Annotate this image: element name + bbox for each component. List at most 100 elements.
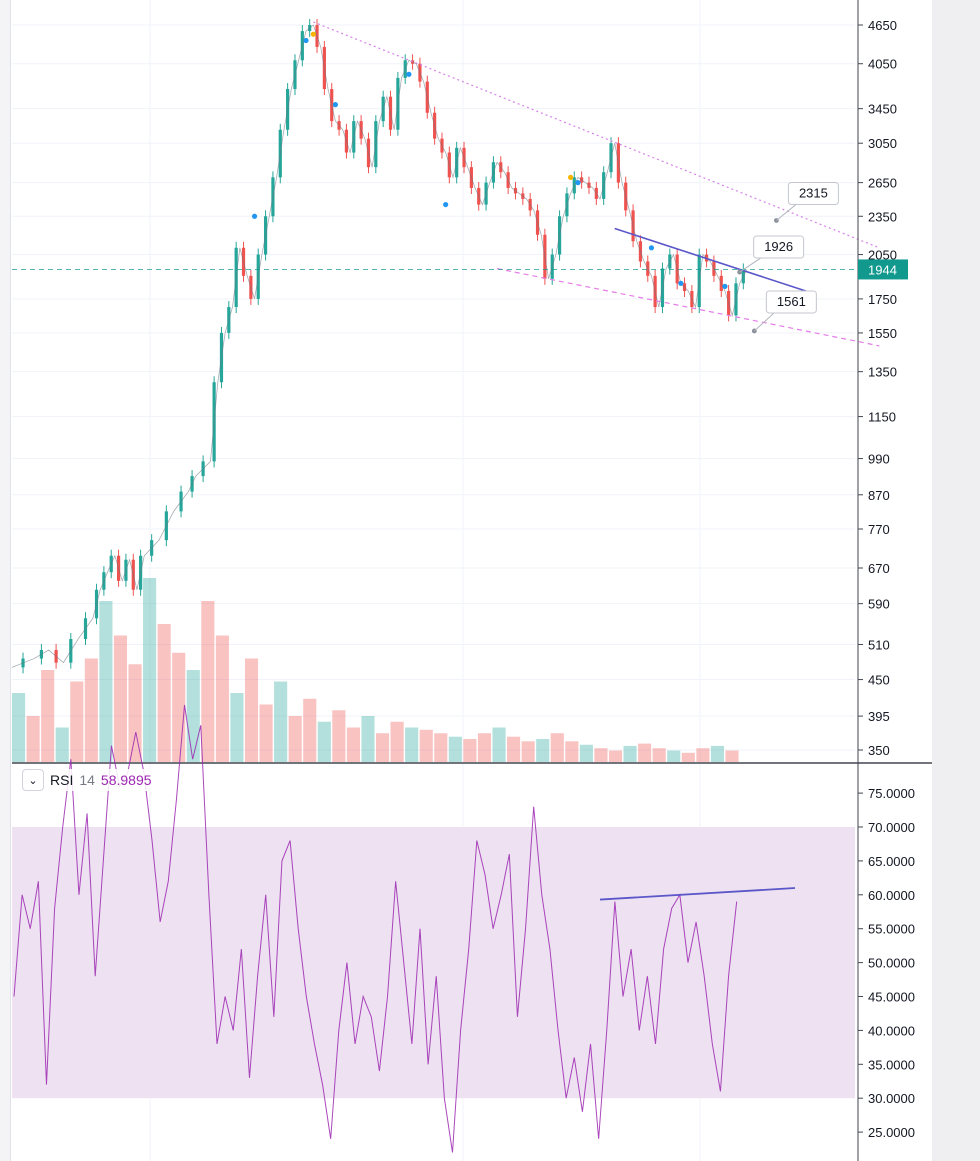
volume-bar [579, 744, 593, 762]
volume-bar [390, 721, 404, 762]
price-tick-label: 450 [868, 673, 890, 688]
volume-bar [201, 601, 215, 762]
rsi-tick-label: 60.0000 [868, 888, 915, 903]
volume-bar [434, 733, 448, 762]
price-tick-label: 1150 [868, 410, 896, 425]
price-tick-label: 2050 [868, 248, 897, 263]
price-line [11, 24, 748, 668]
price-tick-label: 4050 [868, 57, 897, 72]
volume-bar [448, 736, 462, 762]
volume-bar [623, 745, 637, 762]
signal-marker [648, 245, 655, 251]
volume-bar [565, 741, 579, 762]
price-tick-label: 870 [868, 488, 890, 503]
signal-marker [575, 180, 581, 186]
callout-leader [739, 255, 764, 273]
volume-bar [608, 750, 623, 762]
signal-marker [722, 283, 728, 289]
left-edge [0, 0, 11, 1161]
volume-bar [41, 670, 55, 762]
volume-bar [725, 750, 739, 762]
chevron-down-icon[interactable]: ⌄ [22, 769, 44, 791]
rsi-tick-label: 70.0000 [868, 820, 915, 835]
price-tick-label: 770 [868, 522, 890, 537]
signal-marker [251, 213, 258, 219]
volume-bar [346, 727, 360, 762]
price-tick-label: 990 [868, 452, 890, 467]
price-tick-label: 4650 [868, 18, 897, 33]
callout-box [753, 235, 805, 259]
volume-bar [652, 748, 666, 762]
volume-bar [26, 716, 40, 762]
signal-marker [406, 71, 412, 77]
signal-marker [678, 280, 684, 286]
volume-bar [157, 624, 171, 762]
signal-marker [310, 31, 316, 37]
volume-bar [84, 658, 98, 762]
volume-bar [477, 733, 492, 762]
rsi-length: 14 [79, 772, 95, 788]
volume-bar [332, 710, 346, 762]
volume-bar [303, 698, 317, 762]
volume-bar [113, 635, 128, 762]
last-price-label: 1944 [868, 262, 897, 277]
volume-bar [463, 739, 477, 762]
volume-bar [507, 736, 521, 762]
volume-bar [70, 681, 84, 762]
volume-bar [696, 748, 710, 762]
volume-bar [230, 693, 244, 762]
volume-bar [274, 681, 288, 762]
rsi-divergence-line [599, 887, 796, 901]
signal-marker [443, 201, 449, 208]
volume-bar [405, 727, 419, 762]
price-tick-label: 395 [868, 709, 890, 724]
volume-bar [259, 704, 273, 762]
volume-bar [12, 693, 26, 762]
volume-bar [128, 664, 142, 762]
price-tick-label: 1350 [868, 365, 897, 380]
rsi-tick-label: 55.0000 [868, 922, 915, 937]
trendline-upper [313, 21, 880, 249]
volume-bar [594, 748, 608, 762]
price-tick-label: 3450 [868, 102, 897, 117]
price-tick-label: 350 [868, 743, 890, 758]
volume-bar [317, 721, 331, 762]
price-tick-label: 3050 [868, 136, 897, 151]
signal-marker [332, 102, 338, 108]
callout-box [765, 290, 817, 314]
volume-bar [710, 745, 724, 762]
volume-bar [172, 652, 186, 762]
trendline-lower [496, 267, 880, 347]
volume-bar [536, 739, 550, 762]
callout-label: 1561 [777, 294, 806, 309]
volume-bar [681, 752, 695, 762]
volume-bar [244, 658, 259, 762]
price-tick-label: 2350 [868, 209, 897, 224]
volume-bar [361, 716, 375, 762]
price-tick-label: 590 [868, 597, 890, 612]
rsi-tick-label: 25.0000 [868, 1125, 915, 1140]
volume-bar [99, 601, 113, 762]
price-tick-label: 2650 [868, 176, 897, 191]
price-tick-label: 510 [868, 637, 890, 652]
trendline-short [614, 227, 807, 292]
rsi-tick-label: 50.0000 [868, 956, 915, 971]
price-tick-label: 1750 [868, 292, 897, 307]
rsi-value: 58.9895 [100, 772, 152, 788]
volume-bar [55, 727, 69, 762]
volume-bar [376, 733, 390, 762]
rsi-tick-label: 45.0000 [868, 990, 915, 1005]
price-tick-label: 1550 [868, 326, 897, 341]
rsi-tick-label: 30.0000 [868, 1091, 915, 1106]
callout-leader [776, 202, 799, 221]
volume-bar [215, 635, 229, 762]
rsi-band [12, 827, 855, 1099]
callout-label: 2315 [799, 185, 828, 200]
right-side-panel [932, 0, 980, 1161]
callout-label: 1926 [764, 239, 793, 254]
volume-bar [288, 716, 302, 762]
signal-marker [568, 174, 574, 180]
rsi-legend: ⌄ RSI 14 58.9895 [22, 769, 156, 791]
price-tick-label: 670 [868, 561, 890, 576]
